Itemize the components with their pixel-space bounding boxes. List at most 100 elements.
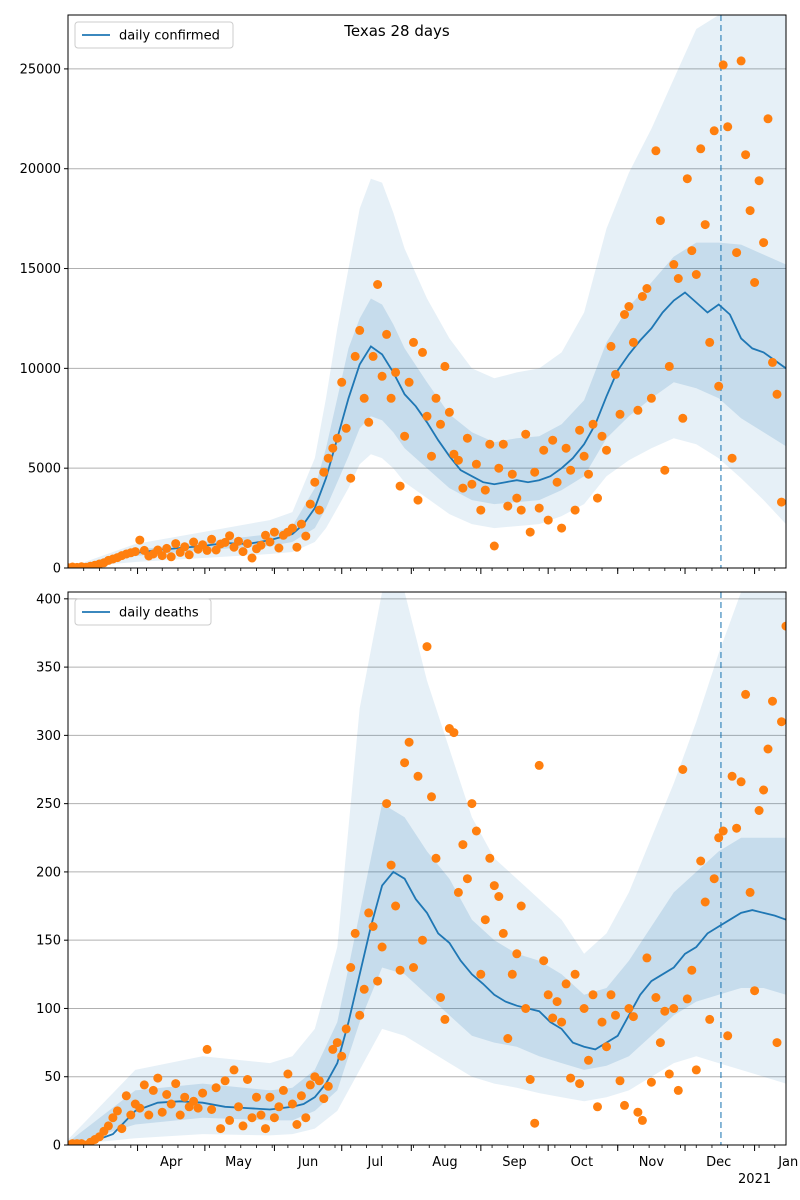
data-point	[225, 1115, 235, 1125]
data-point	[436, 993, 445, 1002]
data-point	[566, 1073, 576, 1083]
data-point	[400, 431, 410, 441]
data-point	[287, 1099, 297, 1109]
data-point	[620, 1100, 629, 1110]
data-point	[157, 1107, 167, 1117]
data-point	[274, 1102, 284, 1112]
x-tick-label: Nov	[639, 1155, 665, 1170]
data-point	[121, 1091, 131, 1101]
data-point	[579, 451, 589, 461]
axes-frame	[67, 591, 787, 1146]
data-point	[539, 956, 549, 966]
data-point	[642, 284, 652, 293]
figure-title: Texas 28 days	[343, 22, 450, 40]
data-point	[687, 246, 697, 256]
data-point	[175, 1110, 185, 1120]
data-point	[108, 1113, 118, 1123]
inner-uncertainty-band	[68, 242, 786, 568]
data-point	[436, 419, 445, 429]
data-point	[112, 1106, 122, 1116]
data-point	[171, 1079, 181, 1089]
data-point	[305, 1080, 315, 1090]
data-point	[256, 540, 266, 550]
data-point	[628, 1012, 638, 1022]
data-point	[700, 220, 710, 230]
data-point	[714, 381, 724, 391]
legend: daily deaths	[74, 598, 212, 626]
x-tick-label: Jul	[367, 1155, 384, 1170]
legend-label: daily confirmed	[119, 29, 220, 44]
data-point	[512, 493, 522, 503]
data-point	[588, 990, 598, 1000]
data-point	[741, 689, 751, 699]
data-point	[319, 467, 329, 477]
data-point	[727, 771, 737, 781]
data-point	[741, 150, 751, 160]
data-point	[368, 351, 378, 361]
data-point	[225, 531, 235, 541]
plot-area	[68, 592, 786, 1145]
data-point	[413, 771, 423, 781]
data-point	[422, 411, 432, 421]
data-point	[489, 541, 499, 551]
data-point	[660, 1006, 670, 1016]
data-point	[332, 1038, 342, 1048]
data-point	[480, 485, 490, 495]
data-point	[283, 1069, 293, 1079]
data-point	[557, 1017, 567, 1027]
data-point	[651, 993, 661, 1002]
data-point	[404, 377, 414, 387]
data-point	[269, 527, 279, 537]
data-point	[117, 1124, 127, 1134]
data-point	[777, 717, 786, 727]
data-point	[503, 1034, 513, 1043]
data-point	[153, 1073, 163, 1083]
data-point	[557, 523, 567, 533]
data-point	[328, 443, 338, 453]
data-point	[736, 777, 746, 787]
data-point	[431, 853, 441, 863]
data-point	[633, 405, 643, 415]
data-point	[750, 986, 760, 996]
data-point	[193, 1103, 203, 1113]
data-point	[781, 621, 786, 631]
data-point	[189, 1096, 199, 1106]
data-point	[763, 114, 773, 124]
confirmed-panel: 0 5000 10000 15000 20000 25000 daily confirmed	[20, 14, 787, 577]
data-point	[516, 505, 526, 515]
data-point	[606, 990, 616, 1000]
data-point	[427, 451, 436, 461]
data-point	[382, 329, 392, 339]
data-point	[611, 369, 620, 379]
y-tick-label: 100	[36, 1002, 61, 1017]
data-point	[373, 976, 383, 986]
y-tick-label: 0	[53, 1139, 61, 1154]
data-point	[485, 853, 495, 863]
data-point	[265, 537, 275, 547]
data-point	[462, 433, 472, 443]
data-point	[696, 144, 706, 154]
data-point	[377, 942, 387, 952]
data-point	[584, 469, 593, 479]
data-point	[494, 892, 504, 901]
data-point	[449, 728, 459, 738]
data-point	[718, 60, 728, 70]
data-point	[323, 453, 333, 463]
data-point	[602, 1042, 611, 1052]
data-point	[359, 393, 369, 403]
data-point	[211, 1083, 221, 1093]
data-point	[202, 1044, 212, 1054]
data-point	[216, 1124, 226, 1134]
data-point	[144, 1110, 154, 1120]
data-point	[678, 765, 688, 774]
data-point	[772, 389, 782, 399]
data-point	[364, 908, 374, 918]
data-point	[462, 874, 472, 884]
data-point	[427, 792, 436, 802]
y-tick-label: 200	[36, 865, 61, 880]
data-point	[126, 1110, 136, 1120]
data-point	[444, 407, 454, 417]
data-point	[207, 534, 217, 544]
data-point	[714, 833, 724, 843]
data-point	[673, 1085, 683, 1095]
